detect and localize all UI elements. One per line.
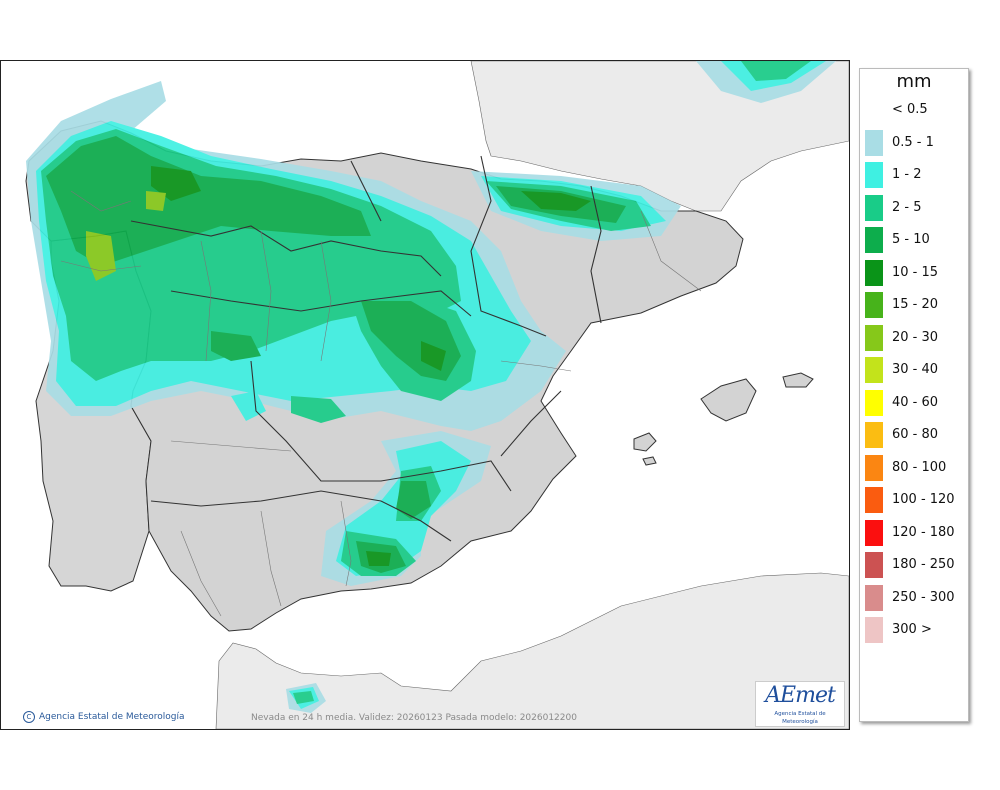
legend-label: 300 > [892, 622, 932, 637]
menorca-island [782, 372, 814, 388]
legend-swatch [865, 519, 883, 546]
legend-item: < 0.5 [864, 97, 968, 123]
legend-label: 40 - 60 [892, 394, 939, 410]
legend-item: 0.5 - 1 [864, 129, 968, 156]
legend-swatch [865, 227, 883, 253]
aemet-logo-subtitle: Agencia Estatal de Meteorología [774, 711, 826, 725]
legend-label: 30 - 40 [892, 362, 939, 377]
legend-label: 80 - 100 [892, 459, 947, 475]
legend-item: 5 - 10 [864, 227, 968, 253]
legend-label: 5 - 10 [892, 232, 930, 247]
legend-unit: mm [896, 71, 932, 92]
legend-item: 2 - 5 [864, 194, 968, 221]
snowfall-map [1, 61, 849, 729]
legend-item: 20 - 30 [864, 324, 968, 351]
legend-item: 180 - 250 [864, 552, 968, 578]
legend-item: 30 - 40 [864, 357, 968, 383]
credit-line: C Agencia Estatal de Meteorología [23, 711, 185, 723]
legend-swatch [865, 259, 883, 286]
mallorca-island [700, 378, 757, 422]
legend-swatch [865, 357, 883, 383]
legend-label: 100 - 120 [892, 492, 955, 507]
legend-label: 1 - 2 [892, 167, 922, 182]
legend-item: 300 > [864, 617, 968, 643]
legend-item: 80 - 100 [864, 454, 968, 481]
legend-label: 0.5 - 1 [892, 134, 934, 150]
legend-item: 250 - 300 [864, 584, 968, 611]
legend-swatch [865, 422, 883, 448]
legend-item: 100 - 120 [864, 487, 968, 513]
map-frame: C Agencia Estatal de Meteorología Nevada … [0, 60, 850, 730]
legend-label: < 0.5 [892, 102, 928, 117]
legend-swatch [865, 194, 883, 221]
legend-swatch [865, 129, 883, 156]
legend-label: 250 - 300 [892, 589, 955, 605]
legend-item: 1 - 2 [864, 162, 968, 188]
aemet-logo-word: AEmet [765, 683, 836, 708]
legend-swatch [865, 324, 883, 351]
credit-text: Agencia Estatal de Meteorología [39, 712, 185, 722]
region-borders [130, 155, 602, 542]
legend-label: 10 - 15 [892, 264, 939, 280]
legend-label: 60 - 80 [892, 427, 939, 442]
legend-swatch [865, 584, 883, 611]
formentera-island [642, 456, 657, 466]
copyright-icon: C [23, 711, 35, 723]
legend-item: 15 - 20 [864, 292, 968, 318]
legend-swatch [865, 617, 883, 643]
snowfall-fields [26, 61, 836, 713]
legend-item: 60 - 80 [864, 422, 968, 448]
legend-label: 15 - 20 [892, 297, 939, 312]
legend-item: 120 - 180 [864, 519, 968, 546]
legend-item: 10 - 15 [864, 259, 968, 286]
legend-label: 2 - 5 [892, 199, 922, 215]
legend: mm < 0.5 0.5 - 1 1 - 2 2 - 5 5 - 10 10 - 15 15… [859, 68, 969, 722]
legend-label: 20 - 30 [892, 329, 939, 345]
ibiza-island [633, 432, 657, 452]
legend-label: 180 - 250 [892, 557, 955, 572]
legend-swatch [865, 292, 883, 318]
legend-label: 120 - 180 [892, 524, 955, 540]
aemet-logo: AEmet Agencia Estatal de Meteorología [755, 681, 845, 727]
legend-swatch [865, 162, 883, 188]
legend-swatch [865, 454, 883, 481]
legend-swatch [865, 552, 883, 578]
legend-swatch [865, 487, 883, 513]
province-borders [60, 190, 702, 617]
morocco-land [215, 572, 849, 729]
legend-swatch [865, 389, 883, 416]
legend-swatch [865, 97, 883, 123]
legend-item: 40 - 60 [864, 389, 968, 416]
map-caption: Nevada en 24 h media. Validez: 20260123 … [251, 713, 577, 723]
